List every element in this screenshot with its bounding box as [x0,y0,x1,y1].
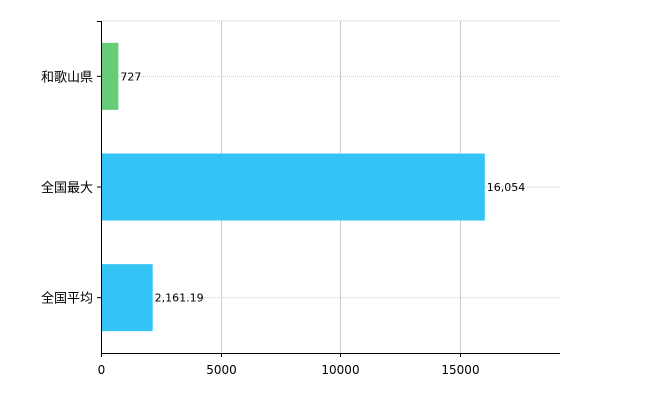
x-tick-label: 15000 [441,363,479,377]
x-tick-label: 0 [98,363,106,377]
data-label: 727 [120,70,141,83]
bar [102,42,119,110]
x-tick-label: 10000 [321,363,359,377]
data-label: 2,161.19 [155,292,204,305]
labels: 727 和歌山県 16,054 全国最大 2,161.19 全国平均 0 5000 10000 1… [41,70,525,377]
axes [97,21,560,357]
category-label: 和歌山県 [41,70,93,85]
bar [102,264,153,332]
category-label: 全国最大 [41,180,93,196]
bars [102,42,485,332]
x-tick-label: 5000 [206,363,237,377]
data-label: 16,054 [487,181,525,194]
category-label: 全国平均 [41,291,93,307]
bar [102,153,485,221]
